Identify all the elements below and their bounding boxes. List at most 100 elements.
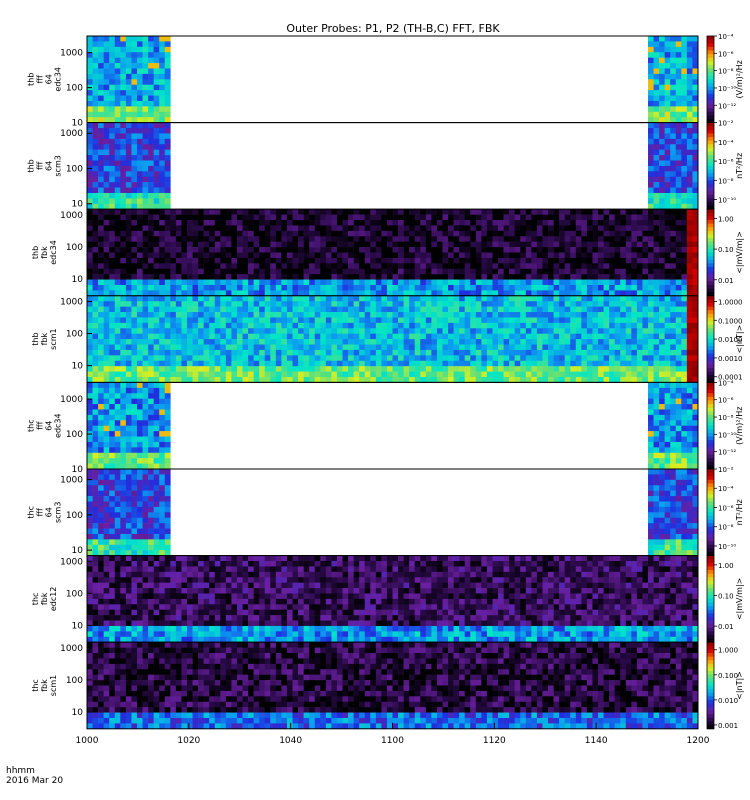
spectrogram-cell bbox=[164, 436, 171, 443]
spectrogram-cell bbox=[281, 349, 288, 356]
spectrogram-cell bbox=[636, 360, 643, 367]
spectrogram-cell bbox=[125, 355, 132, 362]
spectrogram-cell bbox=[109, 252, 116, 259]
spectrogram-cell bbox=[614, 230, 621, 237]
spectrogram-cell bbox=[103, 279, 110, 286]
spectrogram-cell bbox=[370, 263, 377, 270]
spectrogram-cell bbox=[170, 209, 177, 215]
spectrogram-cell bbox=[648, 376, 654, 383]
spectrogram-cell bbox=[425, 225, 432, 232]
spectrogram-cell bbox=[98, 512, 104, 519]
spectrogram-cell bbox=[681, 133, 688, 140]
spectrogram-cell bbox=[570, 263, 577, 270]
spectrogram-cell bbox=[498, 371, 504, 378]
spectrogram-cell bbox=[281, 333, 288, 340]
spectrogram-cell bbox=[203, 236, 210, 242]
spectrogram-cell bbox=[98, 192, 104, 199]
spectrogram-cell bbox=[659, 263, 665, 270]
spectrogram-cell bbox=[409, 371, 416, 378]
spectrogram-cell bbox=[681, 290, 688, 297]
spectrogram-cell bbox=[103, 533, 110, 540]
spectrogram-cell bbox=[498, 317, 504, 324]
spectrogram-cell bbox=[92, 506, 99, 513]
spectrogram-cell bbox=[259, 312, 266, 318]
spectrogram-cell bbox=[403, 349, 410, 356]
spectrogram-cell bbox=[192, 225, 199, 232]
spectrogram-cell bbox=[675, 274, 682, 280]
spectrogram-cell bbox=[686, 463, 693, 470]
spectrogram-cell bbox=[92, 366, 99, 372]
spectrogram-cell bbox=[159, 106, 166, 113]
spectrogram-cell bbox=[575, 322, 582, 329]
spectrogram-cell bbox=[442, 284, 449, 291]
spectrogram-cell bbox=[136, 257, 143, 264]
spectrogram-cell bbox=[431, 317, 438, 324]
spectrogram-cell bbox=[259, 263, 266, 270]
spectrogram-cell bbox=[136, 452, 143, 459]
spectrogram-cell bbox=[142, 128, 149, 134]
colorbar-segment bbox=[707, 259, 714, 264]
spectrogram-cell bbox=[309, 230, 316, 237]
spectrogram-cell bbox=[103, 165, 110, 172]
spectrogram-cell bbox=[659, 165, 665, 172]
spectrogram-cell bbox=[153, 84, 160, 91]
spectrogram-cell bbox=[159, 209, 166, 215]
spectrogram-cell bbox=[92, 95, 99, 102]
spectrogram-cell bbox=[136, 220, 143, 226]
spectrogram-cell bbox=[675, 84, 682, 91]
spectrogram-cell bbox=[570, 366, 577, 372]
spectrogram-cell bbox=[298, 344, 304, 351]
spectrogram-cell bbox=[142, 263, 149, 270]
spectrogram-cell bbox=[164, 349, 171, 356]
spectrogram-cell bbox=[653, 257, 660, 264]
spectrogram-cell bbox=[198, 317, 204, 324]
spectrogram-cell bbox=[659, 106, 665, 113]
spectrogram-cell bbox=[681, 68, 688, 75]
spectrogram-cell bbox=[259, 279, 266, 286]
spectrogram-cell bbox=[159, 295, 166, 302]
spectrogram-cell bbox=[198, 376, 204, 383]
spectrogram-cell bbox=[209, 328, 216, 334]
spectrogram-cell bbox=[148, 165, 154, 172]
spectrogram-cell bbox=[131, 63, 138, 69]
spectrogram-cell bbox=[87, 414, 93, 421]
spectrogram-cell bbox=[381, 301, 388, 307]
spectrogram-cell bbox=[220, 225, 227, 232]
spectrogram-cell bbox=[514, 225, 521, 232]
spectrogram-cell bbox=[681, 176, 688, 183]
spectrogram-cell bbox=[659, 236, 665, 242]
spectrogram-cell bbox=[131, 387, 138, 394]
spectrogram-cell bbox=[425, 317, 432, 324]
spectrogram-cell bbox=[681, 398, 688, 405]
spectrogram-cell bbox=[453, 236, 460, 242]
spectrogram-cell bbox=[242, 209, 249, 215]
spectrogram-cell bbox=[153, 295, 160, 302]
spectrogram-cell bbox=[203, 209, 210, 215]
spectrogram-cell bbox=[148, 404, 154, 410]
spectrogram-cell bbox=[492, 322, 499, 329]
spectrogram-cell bbox=[131, 182, 138, 188]
spectrogram-cell bbox=[92, 149, 99, 156]
spectrogram-cell bbox=[659, 366, 665, 372]
spectrogram-cell bbox=[442, 312, 449, 318]
spectrogram-cell bbox=[336, 225, 343, 232]
spectrogram-cell bbox=[648, 176, 654, 183]
spectrogram-cell bbox=[653, 274, 660, 280]
spectrogram-cell bbox=[648, 441, 654, 448]
spectrogram-cell bbox=[92, 176, 99, 183]
spectrogram-cell bbox=[348, 274, 354, 280]
spectrogram-cell bbox=[492, 252, 499, 259]
spectrogram-cell bbox=[686, 171, 693, 178]
spectrogram-cell bbox=[420, 366, 427, 372]
spectrogram-cell bbox=[636, 371, 643, 378]
spectrogram-cell bbox=[164, 312, 171, 318]
spectrogram-cell bbox=[459, 209, 465, 215]
spectrogram-cell bbox=[159, 344, 166, 351]
spectrogram-cell bbox=[125, 371, 132, 378]
spectrogram-cell bbox=[686, 100, 693, 107]
spectrogram-cell bbox=[381, 290, 388, 297]
spectrogram-cell bbox=[203, 371, 210, 378]
spectrogram-cell bbox=[148, 203, 154, 210]
spectrogram-cell bbox=[503, 241, 510, 248]
spectrogram-cell bbox=[353, 349, 360, 356]
